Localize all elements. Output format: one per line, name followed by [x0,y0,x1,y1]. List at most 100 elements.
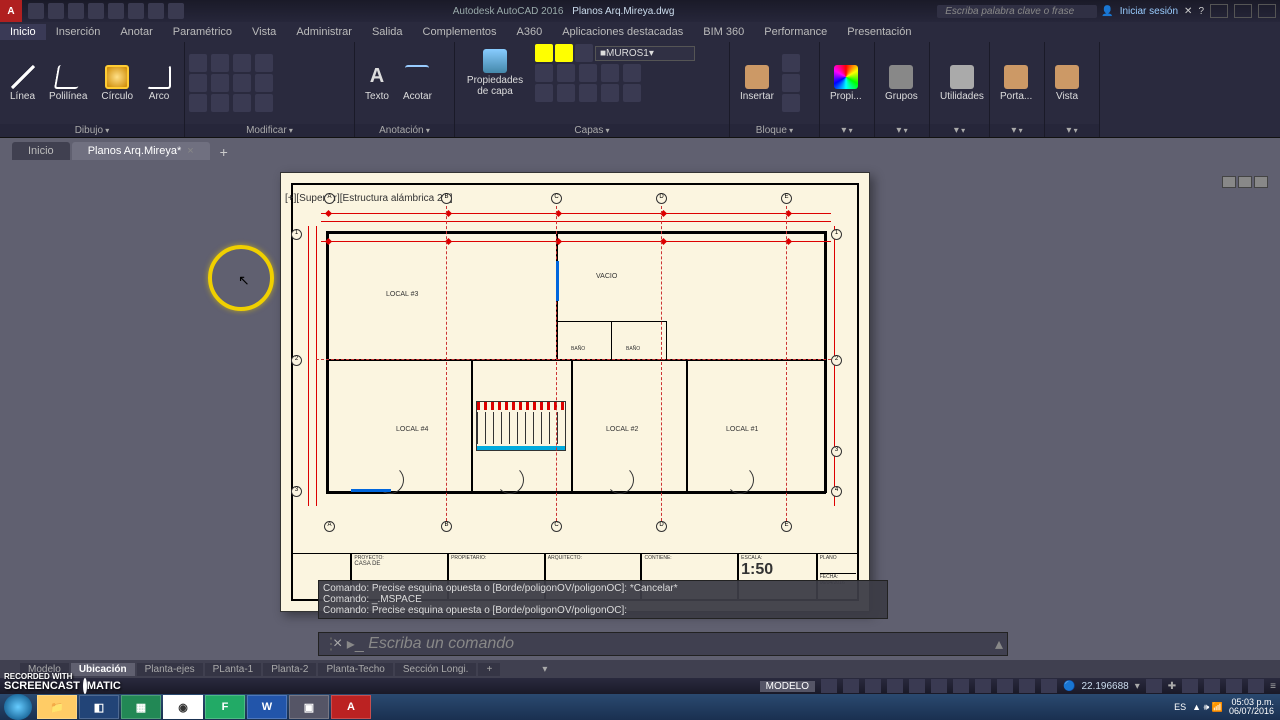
gear-icon[interactable] [1146,679,1162,693]
signin-link[interactable]: Iniciar sesión [1120,6,1178,17]
modify-grid[interactable] [189,54,275,112]
tab-complementos[interactable]: Complementos [413,24,507,40]
tab-aplicaciones[interactable]: Aplicaciones destacadas [552,24,693,40]
layout-tab[interactable]: Sección Longi. [395,663,477,676]
panel-modificar-title[interactable]: Modificar [246,125,293,136]
propiedades-capa-button[interactable]: Propiedades de capa [459,47,531,99]
layer-tools[interactable] [535,64,695,102]
acotar-button[interactable]: Acotar [397,63,438,104]
tab-presentacion[interactable]: Presentación [837,24,921,40]
layer-on-icon[interactable] [535,44,553,62]
word-icon[interactable]: W [247,695,287,719]
panel-capas-title[interactable]: Capas [574,125,609,136]
insertar-button[interactable]: Insertar [734,63,780,104]
tab-anotar[interactable]: Anotar [110,24,162,40]
transparency-toggle[interactable] [997,679,1013,693]
app-icon[interactable]: ▦ [121,695,161,719]
arco-button[interactable]: Arco [141,63,177,104]
add-layout-button[interactable]: + [478,663,500,676]
tab-administrar[interactable]: Administrar [286,24,362,40]
tab-performance[interactable]: Performance [754,24,837,40]
tab-vista[interactable]: Vista [242,24,286,40]
infocenter-icon[interactable]: 👤 [1101,6,1113,17]
layout-tabs: Modelo Ubicación Planta-ejes PLanta-1 Pl… [0,660,1280,678]
chrome-icon[interactable]: ◉ [163,695,203,719]
autocad-icon[interactable]: A [331,695,371,719]
3dosnap-toggle[interactable] [931,679,947,693]
utilidades-button[interactable]: Utilidades [934,63,990,104]
ribbon: Línea Polilínea Círculo Arco Dibujo Modi… [0,42,1280,138]
workspace-toggle[interactable]: ✚ [1168,681,1176,692]
layout-tab[interactable]: Planta-Techo [318,663,392,676]
layout-tab[interactable]: Planta-ejes [137,663,203,676]
paper-sheet: [+][Superior][Estructura alámbrica 2D] [280,172,870,612]
app-icon[interactable]: ◧ [79,695,119,719]
grid-toggle[interactable] [821,679,837,693]
layer-lock-icon[interactable] [575,44,593,62]
room-label: BAÑO [626,346,640,352]
panel-bloque-title[interactable]: Bloque [756,125,793,136]
ortho-toggle[interactable] [865,679,881,693]
coordinates: 22.196688 [1081,681,1128,692]
tab-salida[interactable]: Salida [362,24,413,40]
block-tools[interactable] [782,54,800,112]
doc-tab-file[interactable]: Planos Arq.Mireya*× [72,142,210,160]
exchange-icon[interactable]: ✕ [1184,6,1192,17]
start-button[interactable] [4,694,32,720]
layer-freeze-icon[interactable] [555,44,573,62]
tab-a360[interactable]: A360 [507,24,553,40]
app-icon[interactable]: F [205,695,245,719]
quick-access-toolbar[interactable] [22,3,190,19]
panel-dibujo-title[interactable]: Dibujo [75,125,110,136]
layout-tab[interactable]: Planta-2 [263,663,316,676]
customize-icon[interactable]: ≡ [1270,681,1276,692]
help-icon[interactable]: ? [1198,6,1204,17]
vista-button[interactable]: Vista [1049,63,1085,104]
close-icon[interactable]: × [187,145,193,157]
command-input[interactable]: ⋮× ▸_ Escriba un comando ▴ [318,632,1008,656]
doc-tab-inicio[interactable]: Inicio [12,142,70,160]
room-label: LOCAL #4 [396,426,428,433]
qp-toggle[interactable] [1019,679,1035,693]
taskbar: 📁 ◧ ▦ ◉ F W ▣ A ES ▲ 🕪 📶 05:03 p.m. 06/0… [0,694,1280,720]
layer-combo[interactable]: ■ MUROS1 ▾ [595,46,695,61]
texto-button[interactable]: ATexto [359,63,395,104]
app-icon[interactable]: A [0,0,22,22]
tab-insercion[interactable]: Inserción [46,24,111,40]
lwt-toggle[interactable] [975,679,991,693]
panel-anotacion-title[interactable]: Anotación [379,125,430,136]
sc-toggle[interactable] [1041,679,1057,693]
linea-button[interactable]: Línea [4,63,41,104]
ribbon-tabs: Inicio Inserción Anotar Paramétrico Vist… [0,22,1280,42]
command-history: Comando: Precise esquina opuesta o [Bord… [318,580,888,619]
snap-toggle[interactable] [843,679,859,693]
viewport-controls[interactable] [1222,176,1268,188]
layout-tab[interactable]: PLanta-1 [205,663,262,676]
app-title: Autodesk AutoCAD 2016 [453,6,564,17]
otrack-toggle[interactable] [953,679,969,693]
search-input[interactable]: Escriba palabra clave o frase [937,5,1097,18]
cursor-icon: ↖ [238,272,250,289]
watermark: RECORDED WITH SCREENCAST MATIC [4,673,121,692]
room-label: LOCAL #1 [726,426,758,433]
tab-inicio[interactable]: Inicio [0,24,46,40]
polar-toggle[interactable] [887,679,903,693]
anno-scale-icon[interactable]: 🔵 [1063,681,1075,692]
maximize-button[interactable] [1234,4,1252,18]
polilinea-button[interactable]: Polilínea [43,63,93,104]
close-button[interactable] [1258,4,1276,18]
circulo-button[interactable]: Círculo [95,63,139,104]
osnap-toggle[interactable] [909,679,925,693]
tab-bim360[interactable]: BIM 360 [693,24,754,40]
tab-parametrico[interactable]: Paramétrico [163,24,242,40]
space-toggle[interactable]: MODELO [760,681,815,692]
explorer-icon[interactable]: 📁 [37,695,77,719]
minimize-button[interactable] [1210,4,1228,18]
propiedades-button[interactable]: Propi... [824,63,868,104]
add-tab-button[interactable]: + [212,144,236,160]
app-icon[interactable]: ▣ [289,695,329,719]
grupos-button[interactable]: Grupos [879,63,924,104]
drawing-canvas[interactable]: [+][Superior][Estructura alámbrica 2D] [0,160,1280,660]
system-tray[interactable]: ES ▲ 🕪 📶 05:03 p.m. 06/07/2016 [1174,698,1280,716]
portapapeles-button[interactable]: Porta... [994,63,1038,104]
